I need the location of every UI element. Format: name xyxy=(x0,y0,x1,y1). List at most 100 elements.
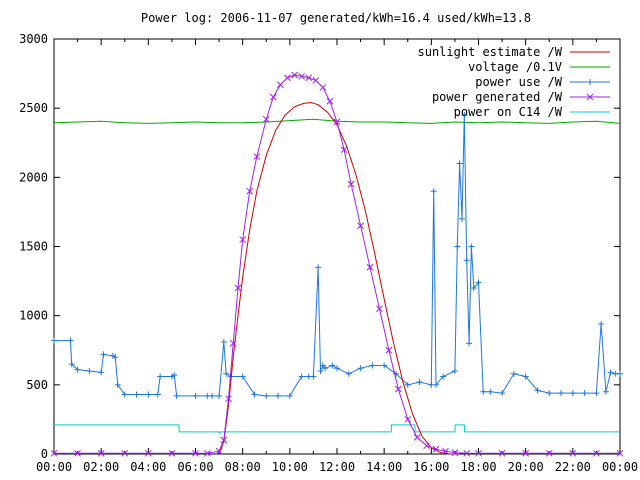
data-point xyxy=(229,339,237,347)
data-point xyxy=(317,368,324,374)
data-point xyxy=(275,392,282,399)
series-line xyxy=(54,424,620,435)
data-point xyxy=(291,71,298,79)
data-point xyxy=(277,81,284,89)
data-point xyxy=(340,146,348,154)
data-point xyxy=(305,74,313,82)
data-point xyxy=(522,449,530,457)
data-point xyxy=(499,390,506,397)
data-point xyxy=(86,368,93,374)
x-tick-label: 18:00 xyxy=(460,460,496,474)
data-point xyxy=(98,369,105,376)
data-point xyxy=(593,390,600,397)
data-point xyxy=(366,263,374,271)
legend-label: sunlight estimate /W xyxy=(418,45,563,59)
data-point xyxy=(234,284,242,292)
data-point xyxy=(263,392,270,399)
data-point xyxy=(432,445,440,453)
x-tick-label: 12:00 xyxy=(319,460,355,474)
data-point xyxy=(598,320,605,327)
legend-item: power on C14 /W xyxy=(454,105,610,119)
y-tick-label: 1500 xyxy=(19,240,48,254)
data-point xyxy=(451,449,459,456)
legend-item: power use /W xyxy=(475,75,610,89)
data-point xyxy=(394,385,402,393)
data-point xyxy=(617,370,623,377)
data-point xyxy=(466,340,473,347)
data-point xyxy=(154,391,161,398)
data-point xyxy=(333,118,341,126)
data-point xyxy=(145,391,152,398)
x-tick-label: 20:00 xyxy=(508,460,544,474)
data-point xyxy=(430,188,437,195)
data-point xyxy=(442,447,449,455)
data-point xyxy=(239,373,246,380)
data-point xyxy=(392,370,399,377)
data-point xyxy=(545,449,553,457)
data-point xyxy=(269,93,277,101)
data-point xyxy=(334,365,340,372)
data-point xyxy=(475,449,482,457)
data-point xyxy=(171,372,178,379)
chart-title: Power log: 2006-11-07 generated/kWh=16.4… xyxy=(141,11,531,25)
data-point xyxy=(112,354,119,361)
series-0 xyxy=(218,102,460,455)
data-point xyxy=(220,338,227,345)
data-point xyxy=(114,381,121,388)
x-tick-label: 06:00 xyxy=(177,460,213,474)
data-point xyxy=(326,97,334,105)
series-line xyxy=(218,102,460,455)
x-tick-label: 14:00 xyxy=(366,460,402,474)
data-point xyxy=(298,373,305,380)
x-tick-label: 10:00 xyxy=(272,460,308,474)
data-point xyxy=(97,449,105,457)
data-point xyxy=(67,337,74,344)
y-axis: 0 500 1000 1500 2000 2500 3000 xyxy=(19,32,620,461)
x-tick-label: 22:00 xyxy=(555,460,591,474)
data-point xyxy=(451,368,458,374)
legend-label: voltage /0.1V xyxy=(468,60,562,74)
data-point xyxy=(463,257,470,264)
data-point xyxy=(121,391,128,398)
data-point xyxy=(413,434,421,441)
data-point xyxy=(253,153,261,160)
series-2 xyxy=(51,112,623,399)
data-point xyxy=(50,449,58,457)
legend-item: sunlight estimate /W xyxy=(418,45,610,59)
data-point xyxy=(345,370,352,377)
data-point xyxy=(74,366,81,373)
data-point xyxy=(458,215,465,222)
data-point xyxy=(133,391,140,398)
data-point xyxy=(286,392,293,399)
data-point xyxy=(416,379,423,386)
x-tick-label: 02:00 xyxy=(83,460,119,474)
data-point xyxy=(246,187,254,195)
data-point xyxy=(357,222,364,230)
data-point xyxy=(558,390,565,397)
data-point xyxy=(546,390,553,397)
data-point xyxy=(68,361,75,368)
data-point xyxy=(312,77,320,84)
data-point xyxy=(284,74,291,82)
data-point xyxy=(203,449,211,457)
legend-label: power use /W xyxy=(475,75,562,89)
data-point xyxy=(215,447,223,455)
data-point xyxy=(239,236,247,243)
data-point xyxy=(463,449,471,457)
data-point xyxy=(423,442,430,450)
data-point xyxy=(369,362,376,369)
y-tick-label: 1000 xyxy=(19,309,48,323)
data-point xyxy=(357,365,364,372)
data-point xyxy=(534,387,541,394)
data-point xyxy=(74,449,81,457)
data-point xyxy=(329,362,336,369)
data-point xyxy=(470,285,477,291)
data-point xyxy=(376,305,383,313)
y-tick-label: 3000 xyxy=(19,32,48,46)
data-point xyxy=(192,392,199,399)
x-tick-label: 00:00 xyxy=(36,460,72,474)
data-series xyxy=(50,71,624,457)
data-point xyxy=(262,115,270,123)
